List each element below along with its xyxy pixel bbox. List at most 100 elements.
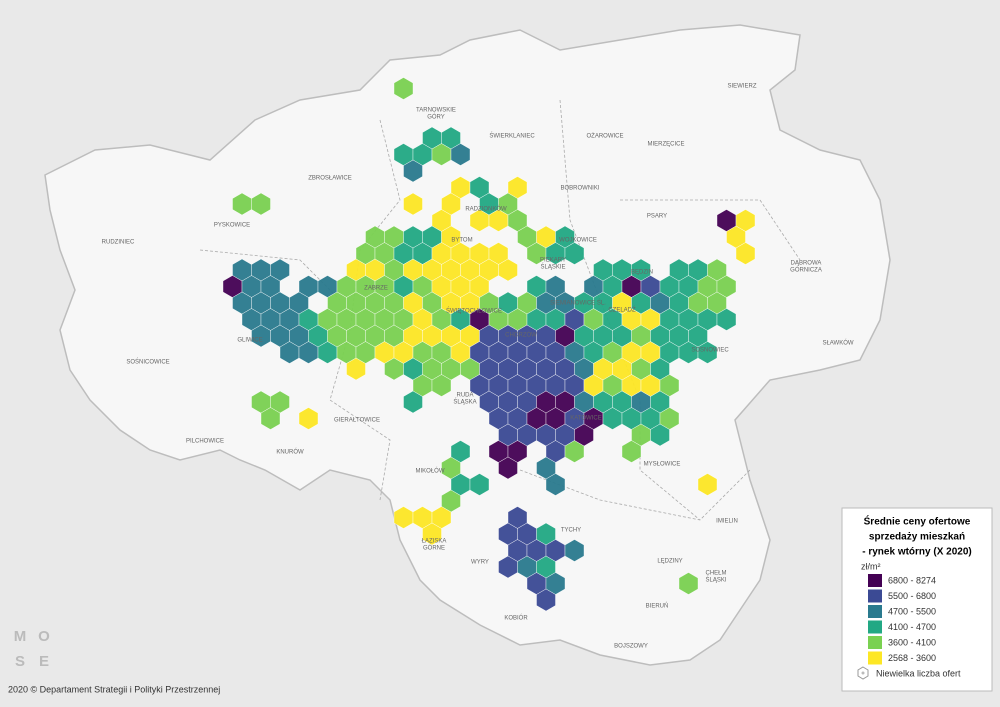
- place-label: GLIWICE: [237, 338, 262, 344]
- legend-swatch: [868, 651, 882, 665]
- legend-title: - rynek wtórny (X 2020): [862, 547, 971, 558]
- place-label: ŁAZISKA: [422, 539, 447, 545]
- hex-cell: [450, 143, 471, 166]
- legend-swatch: [868, 589, 882, 603]
- place-label: DĄBROWA: [791, 261, 822, 267]
- legend-swatch: [868, 605, 882, 618]
- hex-cell: [260, 407, 281, 430]
- hex-cell: [621, 440, 642, 463]
- legend-swatch: [868, 636, 882, 649]
- place-label: CHORZÓW: [505, 332, 537, 339]
- legend-title: sprzedaży mieszkań: [869, 532, 965, 543]
- place-label: KATOWICE: [570, 416, 601, 422]
- place-label: GIERAŁTOWICE: [334, 418, 380, 424]
- hex-cell: [422, 522, 442, 546]
- place-label: RADZIONKÓW: [465, 206, 507, 213]
- legend-note: Niewielka liczba ofert: [876, 668, 961, 678]
- place-label: PSARY: [647, 214, 667, 220]
- legend-label: 6800 - 8274: [888, 575, 936, 585]
- hex-cell: [469, 473, 490, 496]
- hex-cell: [403, 159, 423, 183]
- legend: Średnie ceny ofertowe sprzedaży mieszkań…: [841, 507, 993, 692]
- place-label: BĘDZIN: [631, 270, 653, 276]
- logo-letter: O: [38, 628, 50, 645]
- place-label: PILCHOWICE: [186, 439, 224, 445]
- place-label: ŚLĄSKA: [453, 398, 476, 406]
- hex-cell: [564, 539, 585, 562]
- place-label: CZELADŹ: [608, 307, 636, 314]
- legend-label: 5500 - 6800: [888, 591, 936, 601]
- legend-unit: zł/m²: [861, 561, 881, 571]
- legend-label: 4100 - 4700: [888, 622, 936, 632]
- hex-cell: [735, 242, 756, 265]
- place-label: MIKOŁÓW: [415, 468, 444, 475]
- place-label: ŚWIERKLANIEC: [489, 132, 535, 140]
- place-label: RUDZINIEC: [102, 240, 135, 246]
- hex-cell: [697, 341, 718, 364]
- place-label: BYTOM: [451, 238, 472, 244]
- place-label: MIERZĘCICE: [647, 142, 684, 148]
- legend-items: 6800 - 8274 5500 - 6800 4700 - 5500 4100 - …: [868, 574, 936, 665]
- legend-label: 4700 - 5500: [888, 606, 936, 616]
- legend-swatch: [868, 574, 882, 587]
- place-label: ŚWIĘTOCHŁOWICE: [446, 307, 502, 315]
- place-label: BIERUŃ: [646, 603, 669, 610]
- legend-label: 3600 - 4100: [888, 637, 936, 647]
- place-label: KNURÓW: [276, 449, 304, 456]
- logo-letter: S: [15, 653, 25, 670]
- legend-title: Średnie ceny ofertowe: [864, 515, 971, 528]
- place-label: SŁAWKÓW: [822, 340, 853, 347]
- place-label: WOJKOWICE: [559, 238, 597, 244]
- hex-cell: [498, 258, 518, 282]
- footer: 2020 © Departament Strategii i Polityki …: [8, 684, 220, 694]
- logo-letter: M: [14, 628, 27, 645]
- logo: M O S E: [14, 628, 50, 670]
- hex-cell: [298, 407, 319, 430]
- boundary: [620, 199, 801, 261]
- hex-cell: [564, 440, 585, 463]
- boundary: [199, 249, 341, 301]
- place-label: TARNOWSKIE: [416, 108, 456, 114]
- hex-cell: [545, 473, 566, 496]
- place-label: TYCHY: [561, 528, 581, 534]
- hex-cell: [393, 77, 414, 100]
- place-label: IMIELIN: [716, 519, 738, 525]
- legend-box: [841, 507, 993, 692]
- hex-cell: [403, 390, 423, 414]
- place-label: SIEWIERZ: [727, 84, 756, 90]
- place-label: PYSKOWICE: [214, 223, 250, 229]
- place-label: LĘDZINY: [657, 559, 682, 565]
- hex-cell: [346, 357, 366, 381]
- place-label: PIEKARY: [540, 258, 566, 264]
- place-label: SIEMIANOWICE ŚL.: [550, 299, 606, 307]
- place-label: ZABRZE: [364, 286, 388, 292]
- place-label: OŻAROWICE: [587, 133, 624, 140]
- hex-cell: [650, 423, 670, 447]
- logo-letter: E: [39, 653, 49, 670]
- hex-cell: [431, 374, 452, 397]
- hex-cell: [697, 473, 718, 496]
- legend-swatch: [868, 620, 882, 634]
- place-label: RUDA: [456, 393, 473, 399]
- place-label: GÓRNE: [423, 545, 445, 552]
- boundary: [559, 99, 701, 521]
- hex-cell: [716, 308, 737, 331]
- hex-cell: [564, 242, 585, 265]
- place-label: GÓRNICZA: [790, 267, 822, 274]
- place-label: CHEŁM: [705, 571, 726, 577]
- hex-cell: [498, 456, 518, 480]
- hex-layer: [222, 77, 756, 612]
- hex-cell: [403, 192, 423, 216]
- hex-cell: [251, 192, 271, 216]
- place-label: WYRY: [471, 560, 489, 566]
- place-label: KOBIÓR: [504, 615, 528, 622]
- place-label: BOJSZOWY: [614, 644, 648, 650]
- hex-cell: [536, 588, 556, 612]
- legend-note-dot: [861, 671, 865, 675]
- place-label: MYSŁOWICE: [644, 462, 681, 468]
- legend-label: 2568 - 3600: [888, 653, 936, 663]
- place-label: BOBROWNIKI: [560, 186, 599, 192]
- place-label: GÓRY: [427, 114, 445, 121]
